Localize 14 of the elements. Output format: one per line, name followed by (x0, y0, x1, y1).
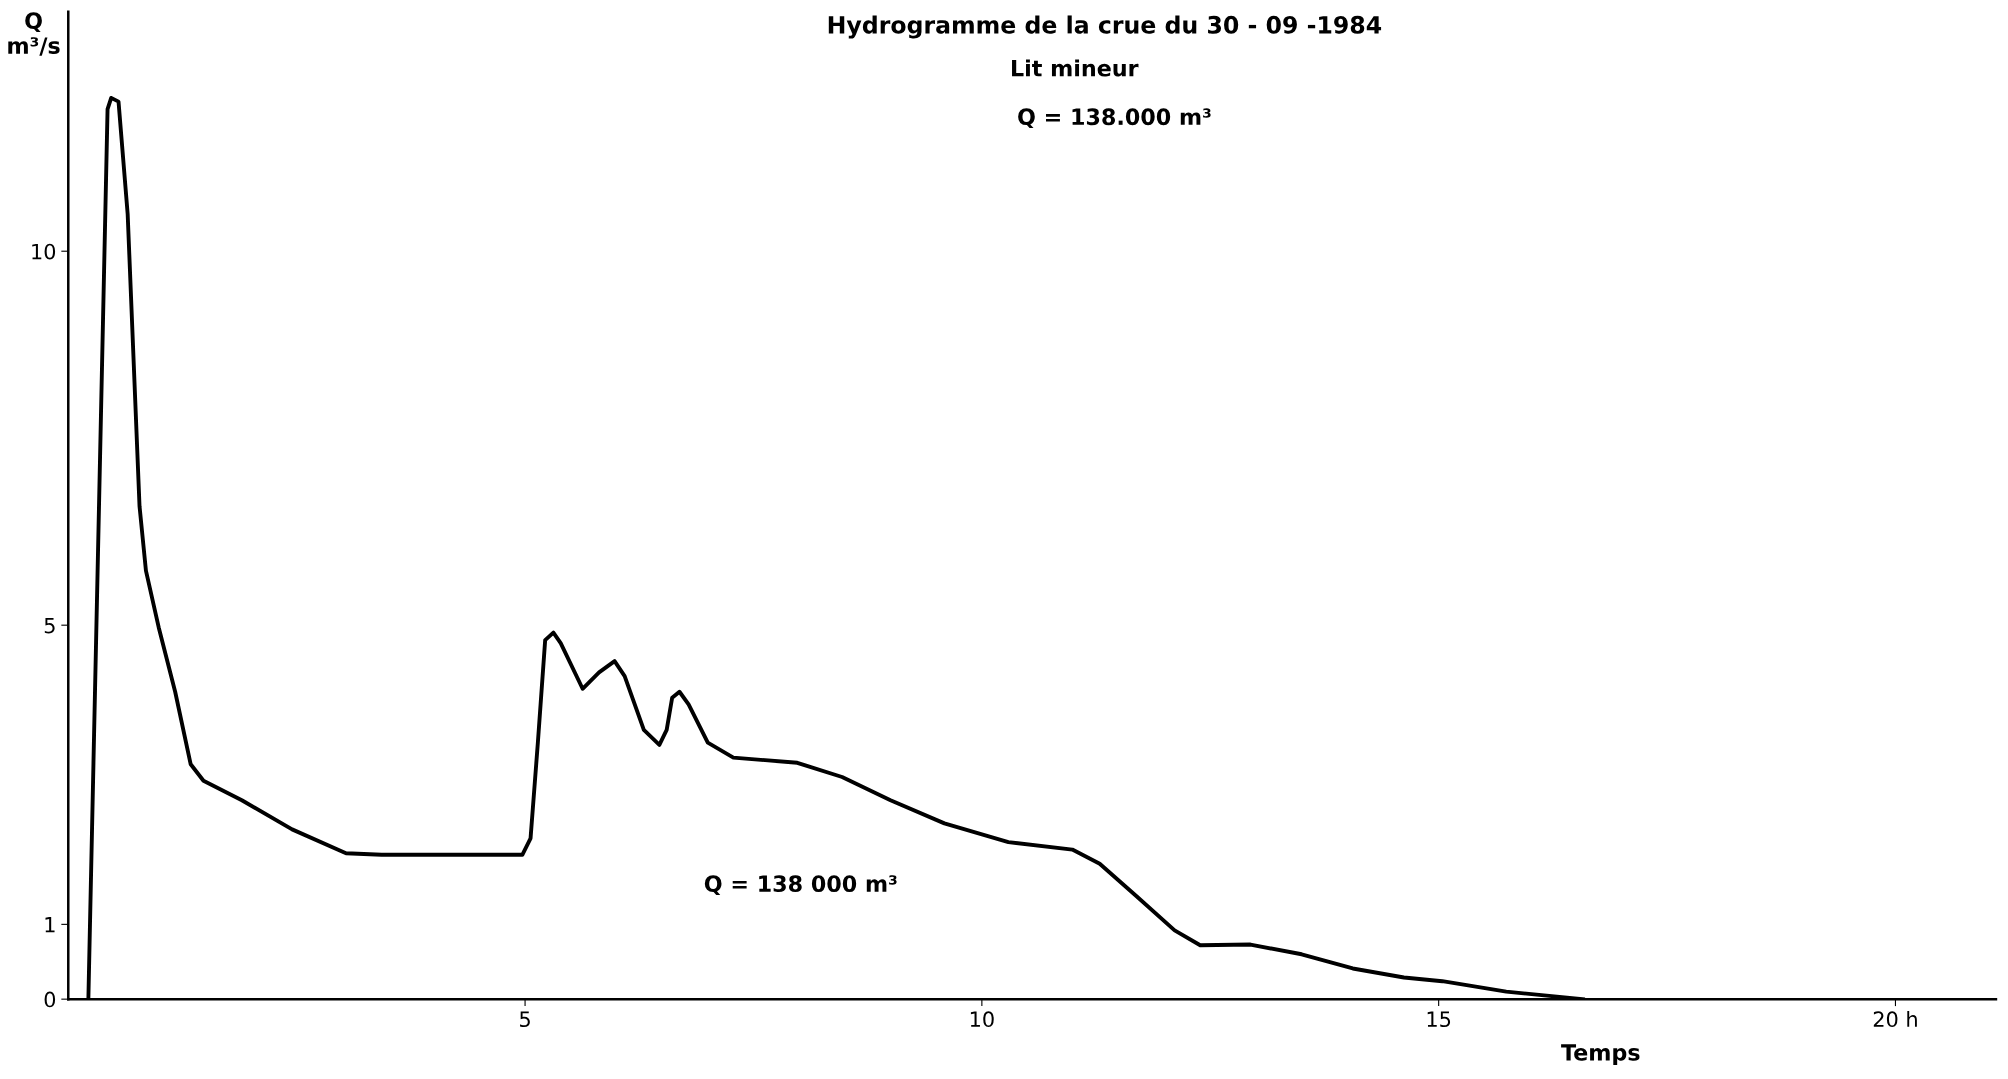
x-axis-title: Temps (1561, 1044, 1640, 1066)
y-tick-label: 0 (44, 991, 56, 1008)
y-tick-label: 10 (32, 243, 56, 260)
annotation: Q = 138 000 m³ (704, 875, 897, 895)
y-tick-label: 1 (45, 917, 55, 933)
y-axis-title: Q m³/s (8, 12, 60, 56)
x-tick-label: 5 (520, 1011, 530, 1028)
chart-title: Hydrogramme de la crue du 30 - 09 -1984 (828, 15, 1382, 39)
x-tick-label: 10 (970, 1011, 994, 1028)
text: Lit mineur (1012, 59, 1139, 77)
x-tick-label: 20 h (1873, 1010, 1917, 1028)
annotation: Q = 138.000 m³ (1018, 108, 1211, 129)
x-tick-label: 15 (1427, 1011, 1451, 1028)
y-tick-label: 5 (44, 617, 55, 634)
